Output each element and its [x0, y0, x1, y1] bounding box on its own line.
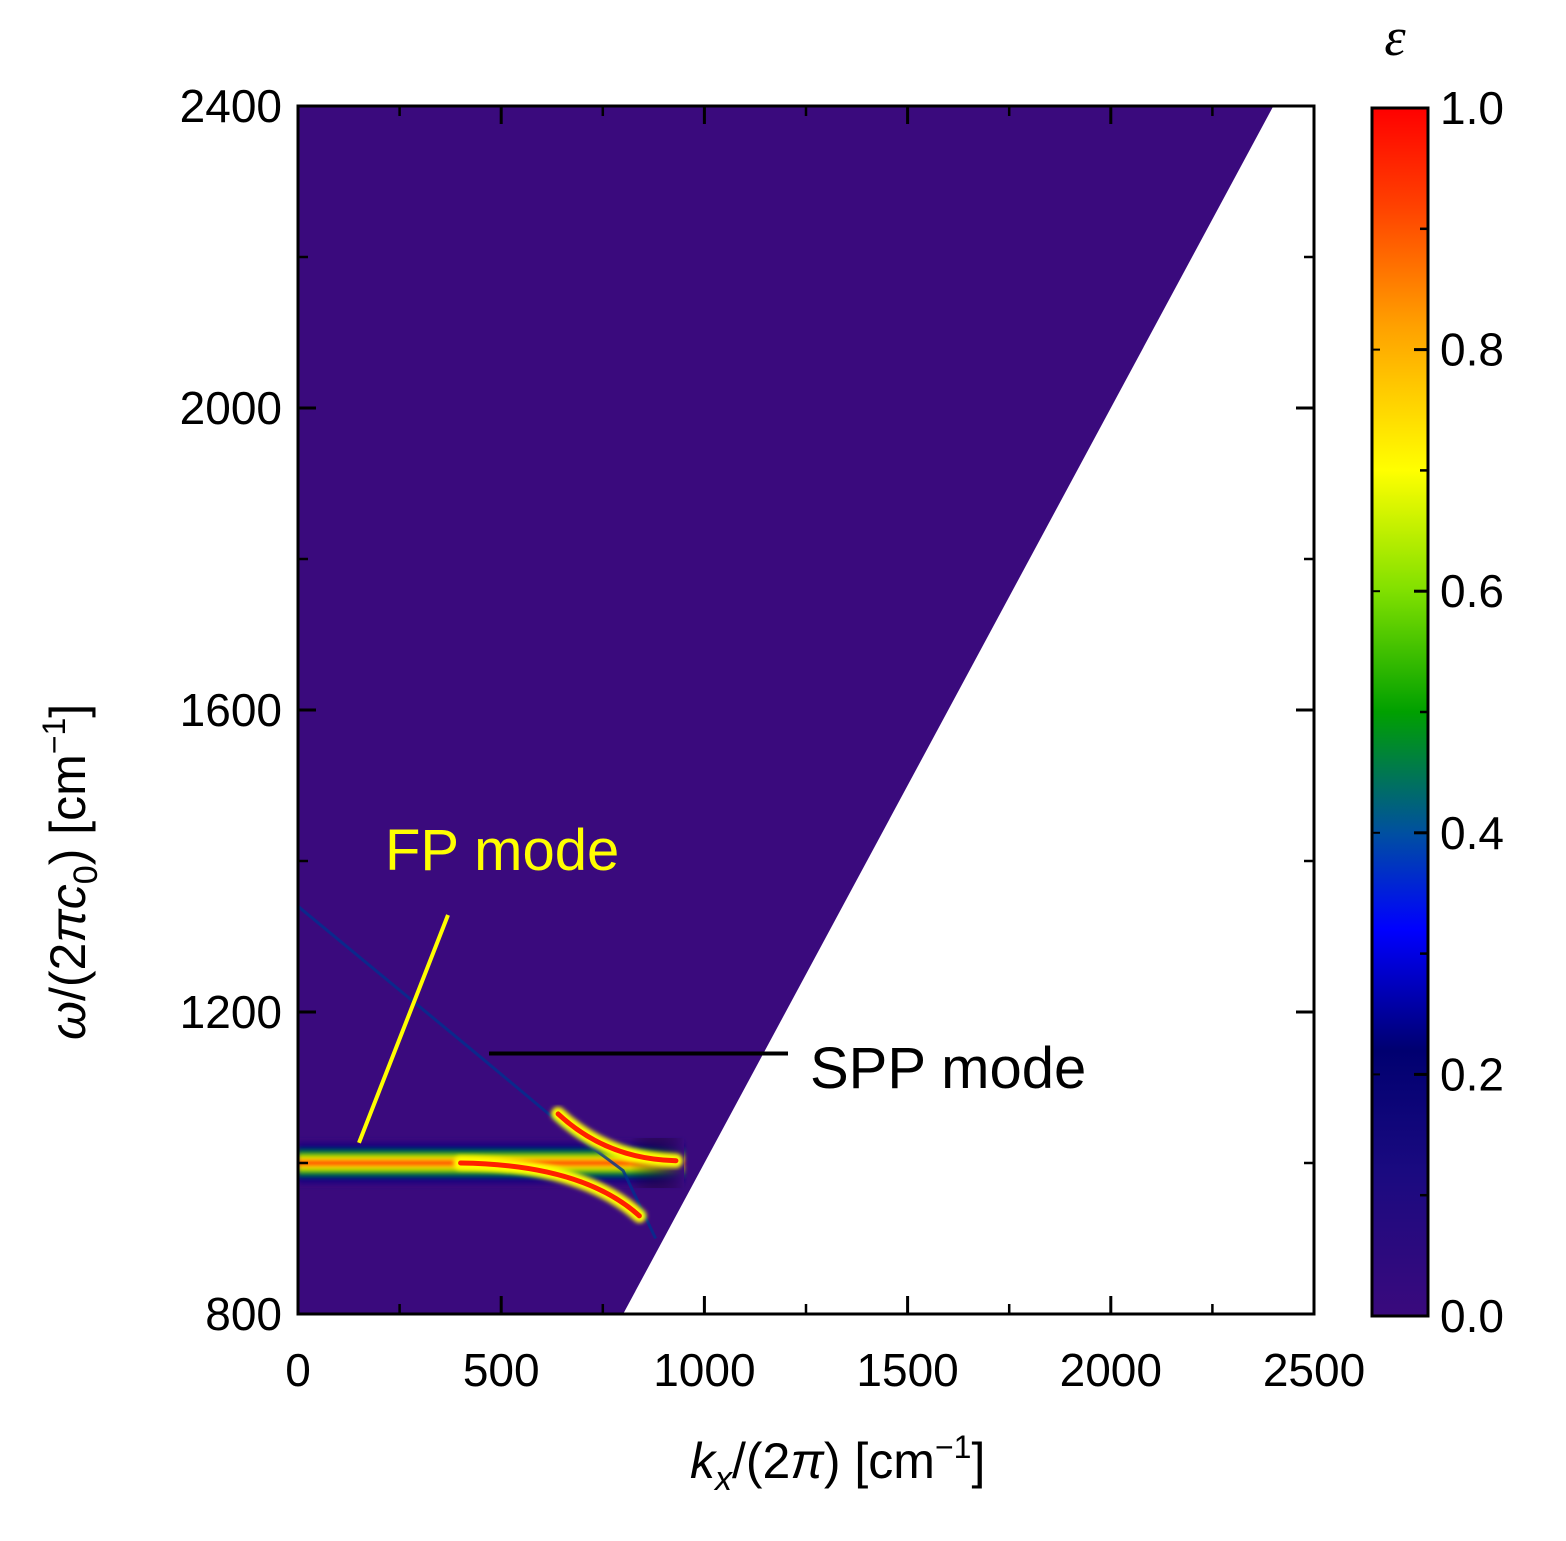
upper-branch-core	[555, 1111, 679, 1164]
spp-mode-label: SPP mode	[810, 1036, 1086, 1101]
y-tick-label: 1200	[180, 986, 282, 1038]
y-tick-label: 800	[205, 1288, 282, 1340]
x-tick-labels: 0 500 1000 1500 2000 2500	[285, 1344, 1365, 1396]
y-tick-label: 2400	[180, 80, 282, 132]
axis-ticks	[296, 104, 1316, 1316]
colorbar: 0.0 0.2 0.4 0.6 0.8 1.0 ε	[1370, 7, 1504, 1342]
heatmap	[298, 106, 1274, 1314]
fp-mode-pointer	[357, 914, 450, 1144]
y-tick-labels: 800 1200 1600 2000 2400	[180, 80, 282, 1340]
colorbar-gradient	[1370, 106, 1430, 1318]
colorbar-tick-label: 0.6	[1440, 565, 1504, 617]
annotations: FP mode SPP mode	[357, 818, 1086, 1144]
fp-mode-label: FP mode	[385, 818, 619, 883]
colorbar-tick-label: 1.0	[1440, 82, 1504, 134]
y-axis-title: ω/(2πc0) [cm−1]	[36, 704, 105, 1040]
colorbar-tick-label: 0.8	[1440, 324, 1504, 376]
x-tick-label: 2000	[1060, 1344, 1162, 1396]
x-tick-label: 500	[463, 1344, 540, 1396]
y-tick-label: 2000	[180, 382, 282, 434]
lower-branch-core	[458, 1160, 642, 1219]
y-tick-label: 1600	[180, 684, 282, 736]
colorbar-tick-label: 0.4	[1440, 807, 1504, 859]
heatmap-background	[298, 106, 1274, 1314]
x-tick-label: 1500	[856, 1344, 958, 1396]
x-tick-label: 0	[285, 1344, 311, 1396]
x-tick-label: 2500	[1263, 1344, 1365, 1396]
colorbar-tick-label: 0.2	[1440, 1048, 1504, 1100]
colorbar-label: ε	[1384, 7, 1406, 67]
colorbar-ticks: 0.0 0.2 0.4 0.6 0.8 1.0	[1372, 82, 1504, 1342]
x-axis-title: kx/(2π) [cm−1]	[690, 1429, 985, 1498]
colorbar-tick-label: 0.0	[1440, 1290, 1504, 1342]
x-tick-label: 1000	[653, 1344, 755, 1396]
